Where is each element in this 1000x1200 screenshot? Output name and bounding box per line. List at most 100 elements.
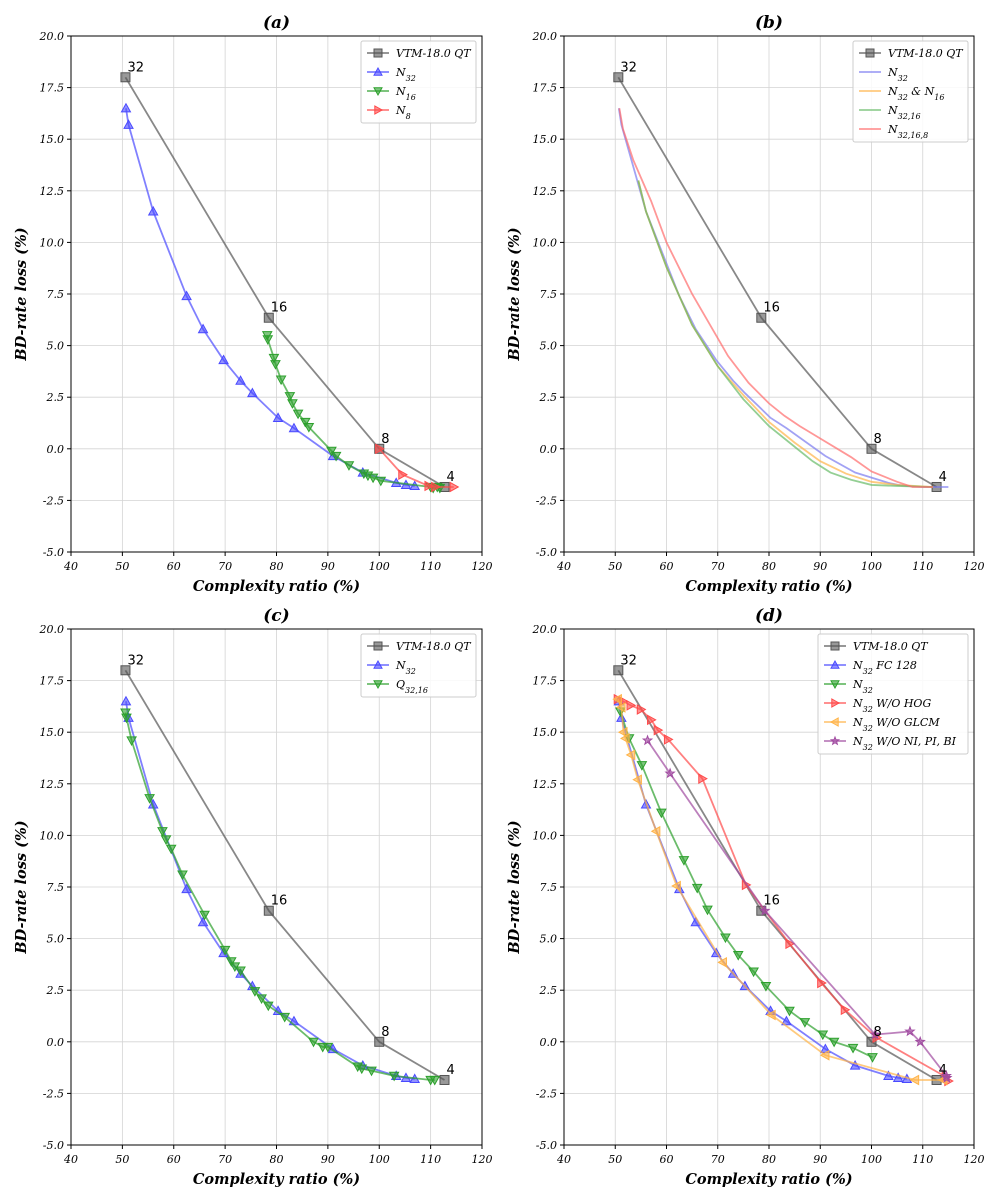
legend-marker [865,48,875,58]
x-tick-label: 50 [608,560,622,573]
y-tick-label: 2.5 [539,984,558,997]
data-point [299,417,311,428]
data-point [225,957,237,967]
legend-item: N8 [367,104,411,121]
series-line [266,335,441,489]
y-tick-label: -5.0 [43,546,64,559]
y-tick-label: 5.0 [47,933,65,946]
data-point [270,360,281,370]
data-point [636,761,648,771]
series-vtm-18-0-qt [120,72,450,492]
x-axis-label: Complexity ratio (%) [685,1171,852,1188]
legend-item: VTM-18.0 QT [367,47,472,60]
y-tick-label: 10.0 [40,236,65,249]
data-point [256,994,267,1004]
y-axis-label: BD-rate loss (%) [506,820,523,954]
data-point [262,335,274,345]
data-point [449,481,460,493]
data-point [759,904,771,916]
legend-label: N16 [395,85,416,102]
chart-title: (a) [263,13,290,33]
legend-item: N32 W/O NI, PI, BI [824,735,957,752]
point-annotation: 32 [620,653,637,668]
legend-item: N16 [367,85,416,102]
legend-label: N32,16 [887,104,921,121]
legend-box [360,633,477,698]
y-tick-label: 10.0 [533,236,558,249]
legend-item: N32 W/O GLCM [824,716,940,733]
data-point [165,844,177,855]
data-point [343,461,355,471]
point-annotation: 16 [271,894,288,909]
data-point [941,1071,953,1083]
data-point [828,1037,840,1048]
y-tick-label: 0.0 [540,1036,558,1049]
data-point [904,1025,916,1037]
grid [70,35,483,553]
point-annotation: 4 [939,470,947,485]
data-point [909,1074,920,1086]
data-point [287,399,298,409]
data-point [799,1018,811,1028]
legend-item: N32 & N16 [859,85,944,102]
data-point [866,1036,877,1047]
x-tick-label: 120 [472,1153,493,1166]
x-tick-label: 120 [964,1153,985,1166]
data-point [120,695,132,706]
series-line [618,108,933,488]
x-tick-label: 100 [861,1153,882,1166]
data-point [356,1064,368,1075]
x-tick-label: 80 [270,1153,284,1166]
data-point [817,1030,829,1041]
data-point [626,700,637,711]
y-tick-label: 15.0 [40,726,65,739]
y-axis-label: BD-rate loss (%) [506,227,523,361]
x-tick-label: 110 [420,560,441,573]
data-point [632,774,642,786]
legend: VTM-18.0 QT N32 N32 & N16 N32,16 N32,16,8 [852,40,969,143]
data-point [247,387,258,398]
point-annotation: 4 [446,470,454,485]
x-tick-label: 60 [167,560,181,573]
data-point [612,693,622,705]
series-n32 [120,695,421,1084]
x-tick-label: 110 [912,1153,933,1166]
data-point [650,825,661,837]
y-tick-label: 7.5 [540,881,558,894]
x-tick-label: 120 [964,560,985,573]
y-tick-label: 12.5 [533,778,558,791]
legend-label: VTM-18.0 QT [396,47,472,60]
data-point [177,870,188,881]
data-point [235,375,246,385]
series-line [617,108,949,488]
legend-item: VTM-18.0 QT [824,640,929,653]
legend-marker [829,717,839,727]
data-point [263,905,274,916]
chart-title: (d) [755,606,783,626]
data-point [849,1060,861,1070]
legend-label: N32 [395,66,416,83]
legend-label: N32 W/O HOG [852,697,931,714]
data-point [625,749,636,761]
data-point [613,72,624,83]
data-point [766,1009,776,1021]
x-tick-label: 70 [711,1153,725,1166]
y-tick-label: -2.5 [43,1087,64,1100]
x-tick-label: 90 [321,560,335,573]
point-annotation: 8 [874,1025,882,1040]
series-line [637,180,934,488]
data-point [671,880,681,892]
legend-item: N32,16 [859,104,921,121]
legend-item: N32,16,8 [859,123,928,140]
x-tick-label: 70 [218,560,232,573]
y-tick-label: -2.5 [536,1087,557,1100]
x-tick-label: 90 [321,1153,335,1166]
grid [70,628,483,1146]
legend-marker [373,641,383,651]
point-annotation: 8 [381,1025,389,1040]
x-tick-label: 100 [369,1153,390,1166]
legend-item: N32 [367,659,416,676]
point-annotation: 32 [127,60,144,75]
x-tick-label: 100 [369,560,390,573]
data-point [292,409,304,420]
